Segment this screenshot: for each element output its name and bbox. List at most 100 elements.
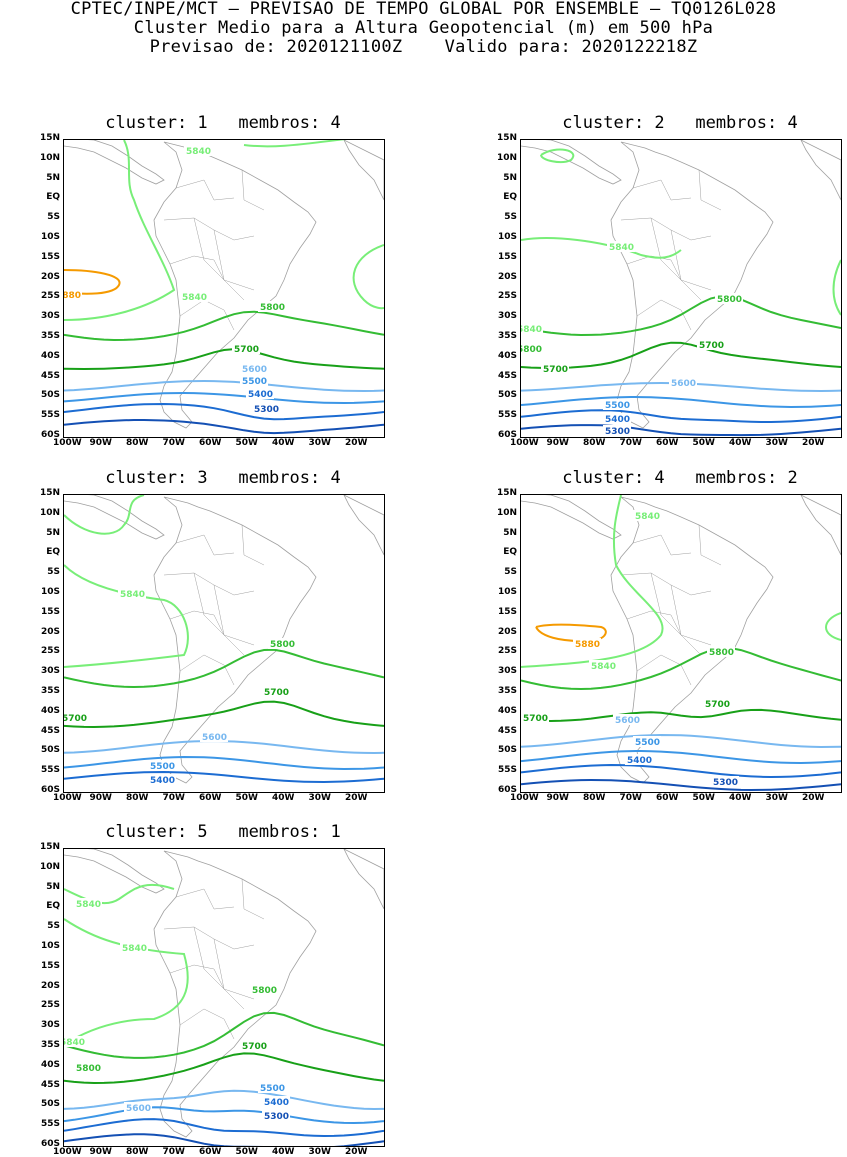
contour-label-bg	[607, 241, 635, 252]
contour-label: 5600	[242, 365, 267, 375]
contour-label-bg	[200, 731, 228, 742]
map-canvas: 5840584058005800570057005600550054005300	[521, 140, 841, 437]
lat-tick-label: 15N	[39, 842, 60, 852]
contour-line-5800	[64, 648, 384, 689]
panel-title-4: cluster: 4 membros: 2	[562, 468, 798, 488]
country-border	[241, 524, 265, 566]
contour-label: 5700	[543, 365, 568, 375]
country-border	[175, 534, 235, 556]
lat-tick-label: 50S	[497, 390, 517, 401]
country-border	[670, 584, 702, 656]
lon-tick-label: 40W	[729, 793, 752, 803]
lon-tick-label: 90W	[89, 793, 112, 803]
contour-label: 5700	[64, 714, 87, 724]
contour-label: 5300	[713, 778, 738, 788]
map-panel-2: 5840584058005800570057005600550054005300	[520, 139, 842, 438]
lat-tick-label: 35S	[497, 686, 517, 696]
contour-label: 5300	[605, 427, 630, 437]
lat-tick-label: 35S	[40, 686, 60, 696]
contour-label: 5800	[252, 986, 277, 996]
contour-label: 5400	[248, 390, 273, 400]
lat-tick-label: 10N	[496, 507, 517, 518]
country-border	[670, 229, 702, 301]
south-america-coastline	[153, 850, 317, 1138]
lon-tick-label: 50W	[235, 793, 258, 803]
contour-label: 5880	[575, 640, 600, 650]
contour-line-5840	[825, 612, 841, 641]
contour-label-bg	[669, 377, 697, 388]
country-border	[213, 229, 245, 301]
country-border	[636, 654, 692, 686]
contour-label: 5500	[242, 377, 267, 387]
contour-label-bg	[603, 425, 631, 436]
lat-tick-label: EQ	[46, 901, 60, 912]
coastline-group	[521, 495, 841, 784]
country-border	[650, 572, 712, 646]
contour-label: 5300	[264, 1112, 289, 1122]
contour-line-5300	[64, 419, 384, 435]
lat-tick-label: 5S	[504, 212, 517, 223]
contour-line-5300	[521, 778, 841, 792]
lon-tick-label: 50W	[692, 793, 715, 803]
lat-tick-label: 40S	[40, 705, 60, 716]
country-border	[632, 179, 692, 201]
country-border	[698, 169, 722, 211]
lon-tick-label: 20W	[345, 438, 368, 448]
country-border	[179, 1008, 235, 1040]
lat-tick-label: 25S	[497, 646, 517, 657]
contour-label: 5700	[242, 1042, 267, 1052]
country-border	[163, 926, 255, 950]
contour-label: 5840	[186, 147, 211, 157]
contour-label-bg	[64, 712, 88, 723]
map-panel-4: 5840 5880 5840 5800 5700 5700 5600 5500 5400 5300	[520, 494, 842, 793]
contour-label-bg	[258, 1082, 286, 1093]
contour-label-bg	[262, 686, 290, 697]
contour-line-5600	[64, 379, 384, 393]
lon-tick-label: 50W	[235, 438, 258, 448]
lat-tick-label: 5S	[47, 567, 60, 578]
country-border	[163, 572, 255, 596]
lat-tick-label: 10N	[39, 152, 60, 163]
lat-tick-label: 20S	[40, 626, 60, 637]
lat-tick-label: 20S	[40, 980, 60, 991]
contour-label: 5800	[260, 303, 285, 313]
lat-tick-label: EQ	[46, 192, 60, 203]
country-border	[163, 217, 255, 241]
lon-tick-label: 20W	[802, 793, 825, 803]
lon-tick-label: 30W	[765, 793, 788, 803]
lat-tick-label: 50S	[40, 390, 60, 401]
lat-tick-label: EQ	[46, 547, 60, 558]
contour-label-bg	[633, 510, 661, 521]
lon-tick-label: 30W	[308, 438, 331, 448]
contour-label-bg	[250, 984, 278, 995]
contour-label: 5500	[150, 762, 175, 772]
contour-line-5500	[64, 755, 384, 771]
lon-tick-label: 60W	[656, 438, 679, 448]
lat-tick-label: 5S	[47, 921, 60, 932]
panel-title-1: cluster: 1 membros: 4	[105, 113, 341, 133]
contour-label-bg	[707, 646, 735, 657]
contour-label: 5500	[605, 401, 630, 411]
contour-line-5840	[832, 259, 841, 316]
contour-label-bg	[124, 1102, 152, 1113]
contour-label: 5600	[615, 716, 640, 726]
contour-label-bg	[711, 776, 739, 787]
contour-line-5700	[64, 700, 384, 729]
lat-tick-label: 10S	[497, 232, 517, 242]
country-border	[179, 299, 235, 331]
contour-label-bg	[246, 388, 274, 399]
contour-label-bg	[541, 363, 569, 374]
country-border	[179, 654, 235, 686]
lat-tick-label: 45S	[497, 725, 517, 736]
contour-line-5500	[64, 1106, 384, 1125]
lat-tick-label: 10N	[496, 152, 517, 163]
contour-line-5880	[535, 623, 607, 643]
central-america-coastline	[64, 849, 165, 894]
contour-label-bg	[589, 660, 617, 671]
lat-tick-label: 60S	[40, 1139, 60, 1149]
lat-tick-label: 10N	[39, 861, 60, 872]
lat-tick-label: 50S	[497, 745, 517, 756]
contour-label: 5400	[627, 756, 652, 766]
contour-label: 5800	[709, 648, 734, 658]
lat-tick-label: 15S	[497, 251, 517, 262]
